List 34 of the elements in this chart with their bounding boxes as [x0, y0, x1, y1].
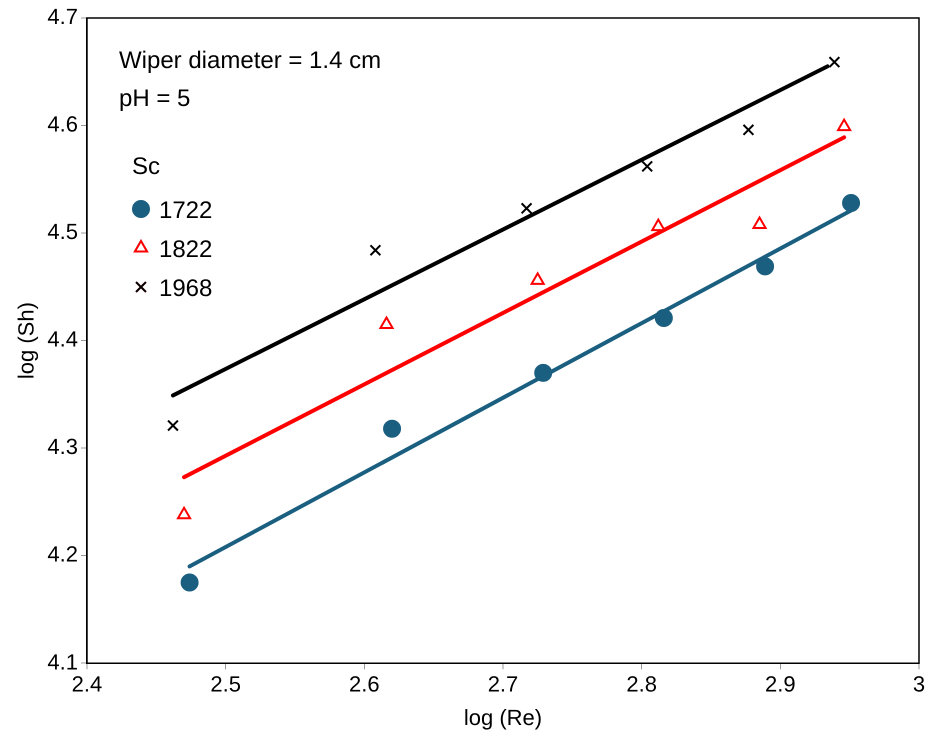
- point: [837, 118, 852, 132]
- y-tick-label: 4.4: [47, 326, 78, 352]
- x-tick-label: 3: [912, 671, 926, 696]
- point: [641, 160, 654, 172]
- point: [756, 257, 774, 276]
- x-tick-label: 2.5: [210, 671, 241, 696]
- point: [842, 194, 860, 212]
- x-axis-title: log (Re): [464, 704, 542, 730]
- x-tick-label: 2.6: [349, 671, 380, 696]
- point: [742, 124, 754, 136]
- y-tick-label: 4.3: [47, 434, 78, 460]
- point: [651, 218, 666, 232]
- point: [520, 202, 533, 214]
- y-tick-label: 4.7: [47, 4, 78, 30]
- legend-label: 1822: [158, 236, 212, 263]
- legend-label: 1722: [158, 197, 212, 224]
- point: [534, 364, 552, 382]
- point: [167, 420, 179, 432]
- x-tick-label: 2.7: [488, 671, 518, 696]
- legend-title: Sc: [132, 153, 160, 180]
- x-tick-label: 2.9: [765, 671, 796, 696]
- y-tick-label: 4.5: [47, 219, 78, 244]
- point: [383, 420, 402, 438]
- y-tick-label: 4.2: [47, 542, 78, 567]
- legend-label: 1968: [158, 275, 212, 302]
- point: [369, 244, 382, 256]
- annotation: pH = 5: [118, 85, 190, 112]
- point: [828, 56, 840, 68]
- point: [654, 309, 673, 328]
- point: [180, 574, 199, 592]
- annotation: Wiper diameter = 1.4 cm: [118, 47, 382, 74]
- y-tick-label: 4.6: [47, 112, 78, 137]
- y-axis-title: log (Sh): [13, 302, 38, 380]
- x-tick-label: 2.8: [626, 671, 657, 696]
